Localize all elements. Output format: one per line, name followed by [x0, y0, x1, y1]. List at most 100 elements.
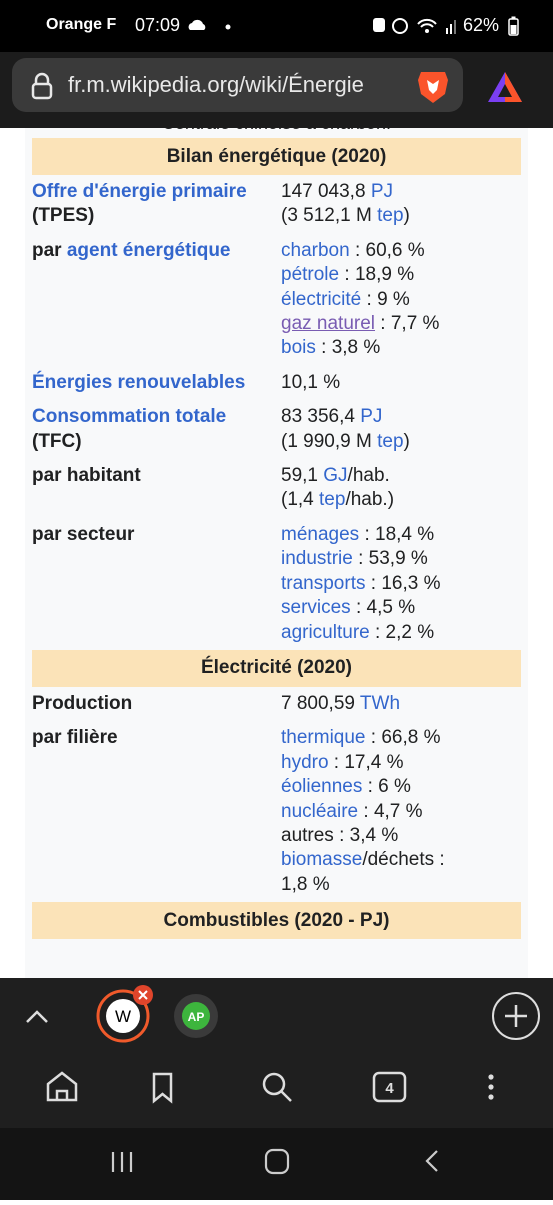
infobox-row: par habitant 59,1 GJ/hab. (1,4 tep/hab.) — [32, 459, 521, 518]
text: 1,8 % — [281, 873, 330, 895]
link-text[interactable]: GJ — [323, 465, 348, 487]
status-bar: Orange F 07:09 62% — [0, 0, 553, 52]
text: : 16,3 % — [365, 572, 441, 594]
text: ) — [403, 430, 410, 452]
link-text[interactable]: charbon — [281, 239, 350, 261]
link-text[interactable]: gaz naturel — [281, 313, 376, 335]
link-text[interactable]: électricité — [281, 288, 362, 310]
link-text[interactable]: PJ — [370, 181, 393, 202]
section-header: Bilan énergétique (2020) — [32, 138, 521, 175]
new-tab[interactable] — [492, 992, 540, 1040]
link-text[interactable]: nucléaire — [281, 800, 359, 822]
recents-button[interactable] — [111, 1152, 133, 1172]
text: : 7,7 % — [375, 313, 440, 335]
section-header-row: Bilan énergétique (2020) — [32, 138, 521, 175]
collapse-button[interactable] — [26, 1010, 48, 1023]
text-line: électricité : 9 % — [281, 288, 521, 312]
section-header: Combustibles (2020 - PJ) — [32, 902, 521, 940]
text: Production — [32, 692, 133, 714]
text: : 6 % — [362, 776, 411, 798]
url-bar: fr.m.wikipedia.org/wiki/Énergie — [0, 52, 553, 128]
text: : 60,6 % — [349, 239, 425, 261]
bookmark-button[interactable] — [152, 1072, 173, 1104]
text-line: par filière — [32, 726, 274, 750]
text-line: par secteur — [32, 523, 274, 547]
infobox-row: Offre d'énergie primaire (TPES) 147 043,8 … — [32, 175, 521, 234]
carrier: Orange F — [46, 16, 117, 33]
tab-toolbar: W AP 4 — [0, 978, 553, 1128]
brave-rewards[interactable] — [486, 70, 524, 104]
text: : 4,7 % — [358, 800, 423, 822]
home-nav[interactable] — [264, 1148, 290, 1175]
link-text[interactable]: tep — [377, 205, 404, 227]
text: : 66,8 % — [365, 727, 441, 749]
text-line: par agent énergétique — [32, 239, 274, 263]
link-text[interactable]: Consommation totale — [32, 406, 227, 428]
link-text[interactable]: industrie — [281, 548, 353, 570]
nav-icons — [111, 1148, 438, 1175]
tab-count: 4 — [385, 1080, 394, 1097]
section-header: Électricité (2020) — [32, 649, 521, 687]
clock: 07:09 — [135, 15, 181, 35]
row-label: Production — [32, 687, 274, 721]
link-text[interactable]: biomasse — [281, 849, 363, 871]
row-label: Offre d'énergie primaire (TPES) — [32, 175, 274, 234]
text-line: 147 043,8 PJ — [281, 180, 521, 204]
back-button[interactable] — [425, 1150, 438, 1172]
row-label: par habitant — [32, 459, 274, 518]
text-line: 10,1 % — [281, 371, 521, 395]
row-value: 147 043,8 PJ (3 512,1 M tep) — [281, 175, 521, 234]
link-text[interactable]: ménages — [281, 523, 360, 545]
link-text[interactable]: thermique — [281, 727, 366, 749]
text-line: éoliennes : 6 % — [281, 775, 521, 799]
link-text[interactable]: pétrole — [281, 264, 340, 286]
link-text[interactable]: hydro — [281, 751, 329, 773]
infobox-row: par secteur ménages : 18,4 % industrie : 5… — [32, 518, 521, 650]
infobox-row: Consommation totale (TFC) 83 356,4 PJ (1 99… — [32, 400, 521, 459]
link-text[interactable]: services — [281, 597, 351, 619]
tab-active[interactable] — [96, 989, 150, 1043]
section-header-row: Électricité (2020) — [32, 649, 521, 687]
infobox: Centrale chinoise à charbon. Bilan énerg… — [25, 128, 528, 978]
text-line: transports : 16,3 % — [281, 572, 521, 596]
link-text[interactable]: agent énergétique — [66, 239, 231, 261]
link-text[interactable]: TWh — [359, 692, 401, 714]
text-line: thermique : 66,8 % — [281, 726, 521, 750]
row-value: 59,1 GJ/hab. (1,4 tep/hab.) — [281, 459, 521, 518]
text: /hab.) — [345, 489, 395, 511]
address-field[interactable]: fr.m.wikipedia.org/wiki/Énergie — [12, 58, 463, 112]
text: 59,1 — [281, 465, 324, 487]
text: ) — [403, 205, 410, 227]
text: par habitant — [32, 465, 141, 487]
toolbar-icons: W AP 4 — [26, 985, 540, 1104]
link-text[interactable]: Offre d'énergie primaire — [32, 181, 247, 202]
search-button[interactable] — [262, 1072, 286, 1096]
text: par — [32, 239, 67, 261]
text-line: 1,8 % — [281, 873, 521, 897]
text: 83 356,4 — [281, 406, 361, 428]
infobox-table: Bilan énergétique (2020) Offre d'énergie … — [25, 138, 528, 940]
link-text[interactable]: tep — [319, 489, 346, 511]
row-value: ménages : 18,4 % industrie : 53,9 % transp… — [281, 518, 521, 650]
link-text[interactable]: agriculture — [281, 621, 370, 643]
link-text[interactable]: bois — [281, 337, 316, 359]
link-text[interactable]: transports — [281, 572, 366, 594]
menu-button[interactable] — [488, 1074, 494, 1080]
home-button[interactable] — [46, 1071, 78, 1102]
status-icons-right — [373, 18, 456, 34]
link-text[interactable]: tep — [377, 430, 404, 452]
text-line: pétrole : 18,9 % — [281, 263, 521, 287]
tab-switcher[interactable] — [372, 1071, 407, 1103]
text: (TPES) — [32, 205, 95, 227]
text-line: (1 990,9 M tep) — [281, 430, 521, 454]
row-label: par agent énergétique — [32, 234, 274, 366]
infobox-row: Énergies renouvelables 10,1 % — [32, 366, 521, 400]
row-value: 83 356,4 PJ (1 990,9 M tep) — [281, 400, 521, 459]
link-text[interactable]: éoliennes — [281, 776, 363, 798]
text: par filière — [32, 727, 118, 749]
link-text[interactable]: PJ — [360, 406, 383, 428]
battery-level: 62% — [463, 15, 500, 35]
brave-shield[interactable] — [416, 68, 450, 104]
image-caption: Centrale chinoise à charbon. — [25, 128, 528, 138]
link-text[interactable]: Énergies renouvelables — [32, 371, 246, 393]
